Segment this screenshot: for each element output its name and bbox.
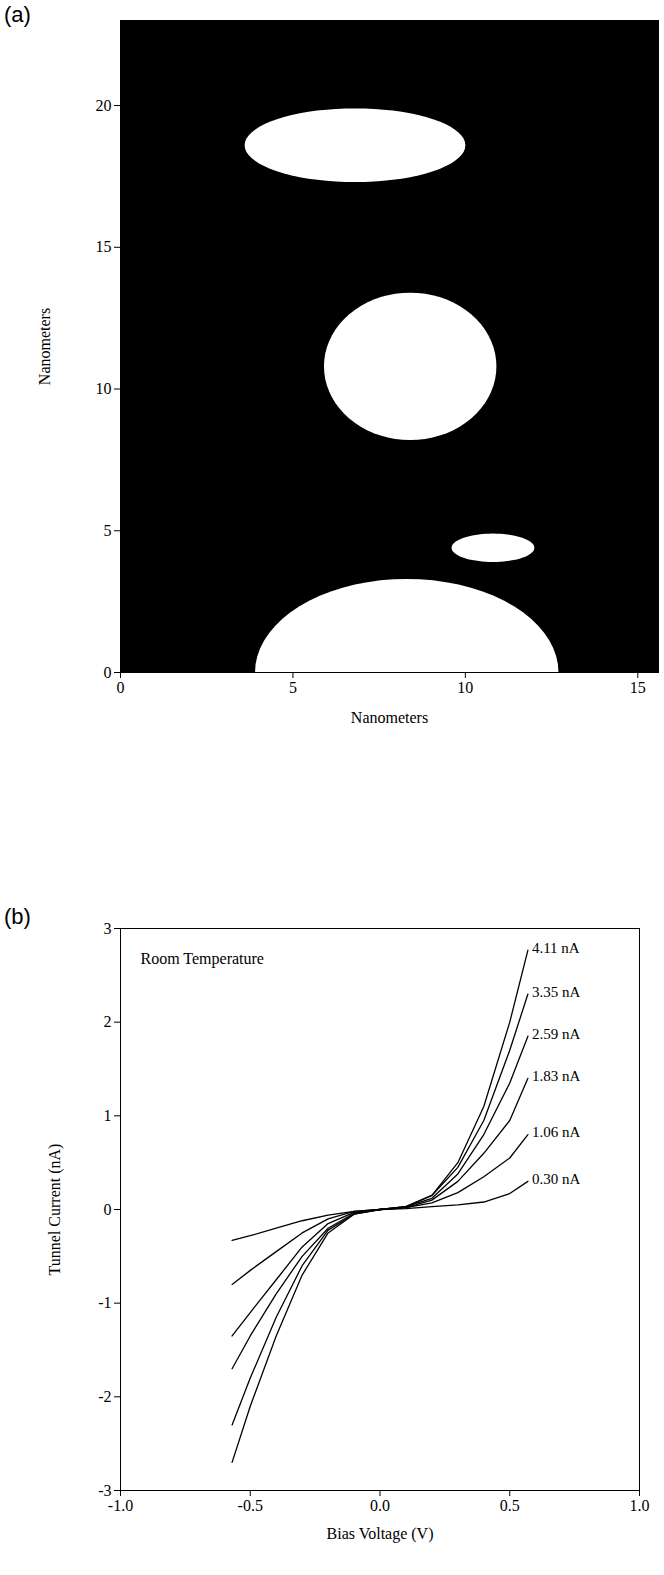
svg-text:-3: -3 [98,1482,111,1499]
svg-text:0: 0 [117,679,125,696]
svg-text:3: 3 [104,920,112,937]
svg-text:Nanometers: Nanometers [351,709,428,726]
svg-text:1: 1 [104,1107,112,1124]
svg-text:15: 15 [630,679,646,696]
html-text:(b): (b) [4,904,31,929]
svg-text:0: 0 [104,664,112,681]
svg-text:5: 5 [289,679,297,696]
svg-text:10: 10 [457,679,473,696]
svg-text:0.0: 0.0 [370,1497,390,1514]
svg-text:-1: -1 [98,1294,111,1311]
svg-text:0.5: 0.5 [500,1497,520,1514]
svg-text:4.11 nA: 4.11 nA [532,940,580,956]
svg-text:0.30 nA: 0.30 nA [532,1171,581,1187]
svg-text:Bias Voltage (V): Bias Voltage (V) [327,1525,434,1543]
svg-text:1.06 nA: 1.06 nA [532,1124,581,1140]
svg-text:-0.5: -0.5 [238,1497,263,1514]
svg-text:20: 20 [96,97,112,114]
svg-text:Room Temperature: Room Temperature [141,950,264,968]
svg-text:0: 0 [104,1201,112,1218]
svg-text:Nanometers: Nanometers [36,308,53,385]
svg-text:Tunnel Current (nA): Tunnel Current (nA) [46,1144,64,1276]
svg-text:-2: -2 [98,1388,111,1405]
svg-text:-1.0: -1.0 [108,1497,133,1514]
html-text:(a): (a) [4,2,31,27]
svg-text:3.35 nA: 3.35 nA [532,984,581,1000]
svg-text:10: 10 [96,380,112,397]
svg-text:2.59 nA: 2.59 nA [532,1026,581,1042]
svg-text:1.0: 1.0 [630,1497,650,1514]
svg-text:5: 5 [104,522,112,539]
svg-text:1.83 nA: 1.83 nA [532,1068,581,1084]
svg-text:15: 15 [96,238,112,255]
svg-text:2: 2 [104,1013,112,1030]
